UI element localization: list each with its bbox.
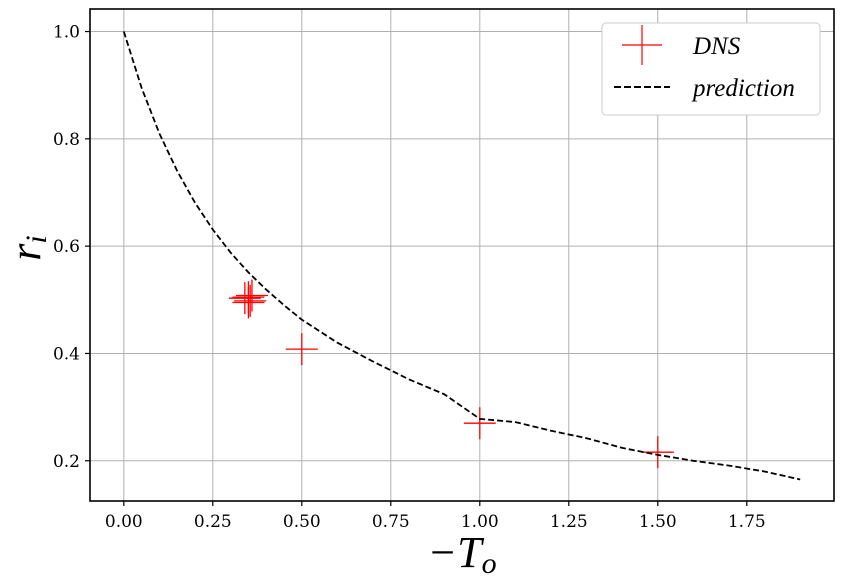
dns-point — [235, 279, 268, 312]
y-tick-label: 0.6 — [53, 237, 80, 257]
x-tick-label: 1.00 — [461, 512, 499, 532]
ticks: 0.00 0.25 0.50 0.75 1.00 1.25 1.50 1.75 0.2 0.4 0.… — [53, 23, 766, 532]
y-axis-label-sub: i — [20, 235, 53, 243]
y-tick-label: 0.4 — [53, 344, 80, 364]
x-axis-label-sub: o — [482, 547, 497, 580]
dns-point — [463, 407, 496, 440]
y-tick-label: 0.8 — [53, 130, 80, 150]
dns-point — [228, 282, 261, 315]
legend-prediction-label: prediction — [691, 75, 795, 102]
dns-point — [232, 286, 265, 319]
y-axis-label-main: r — [1, 243, 50, 261]
legend-dns-marker — [622, 25, 662, 65]
legend-box — [601, 22, 821, 116]
x-tick-label: 1.75 — [728, 512, 766, 532]
x-tick-label: 1.50 — [639, 512, 677, 532]
legend-dns-label: DNS — [692, 33, 741, 60]
y-tick-label: 1.0 — [53, 23, 80, 43]
x-axis-label-main: −T — [427, 528, 485, 577]
dns-point — [285, 333, 318, 366]
plot-frame — [89, 8, 835, 502]
x-tick-label: 0.00 — [105, 512, 143, 532]
y-tick-label: 0.2 — [53, 452, 80, 472]
x-tick-label: 0.75 — [372, 512, 410, 532]
dns-point — [234, 284, 267, 317]
x-tick-label: 0.25 — [194, 512, 232, 532]
series-layer — [122, 31, 801, 481]
x-tick-label: 0.50 — [283, 512, 321, 532]
x-tick-label: 1.25 — [550, 512, 588, 532]
x-axis-label: −To — [427, 528, 496, 580]
legend: DNS prediction — [601, 22, 821, 116]
prediction-line — [122, 31, 801, 481]
y-axis-label: ri — [1, 235, 53, 260]
